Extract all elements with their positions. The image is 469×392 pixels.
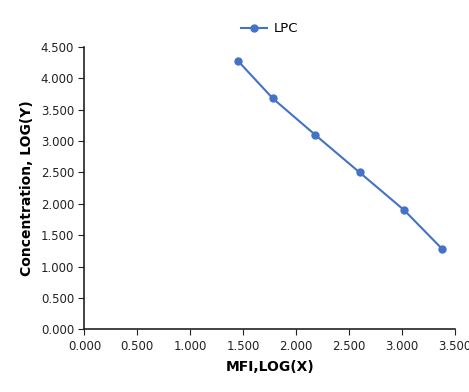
LPC (357, 170, 363, 175)
LPC (439, 247, 445, 251)
Y-axis label: Concentration, LOG(Y): Concentration, LOG(Y) (20, 100, 34, 276)
LPC (270, 96, 276, 101)
LPC (401, 208, 407, 212)
LPC (312, 132, 318, 137)
Legend: LPC: LPC (235, 17, 304, 40)
X-axis label: MFI,LOG(X): MFI,LOG(X) (225, 359, 314, 374)
LPC (235, 58, 241, 63)
Line: LPC: LPC (234, 57, 446, 252)
